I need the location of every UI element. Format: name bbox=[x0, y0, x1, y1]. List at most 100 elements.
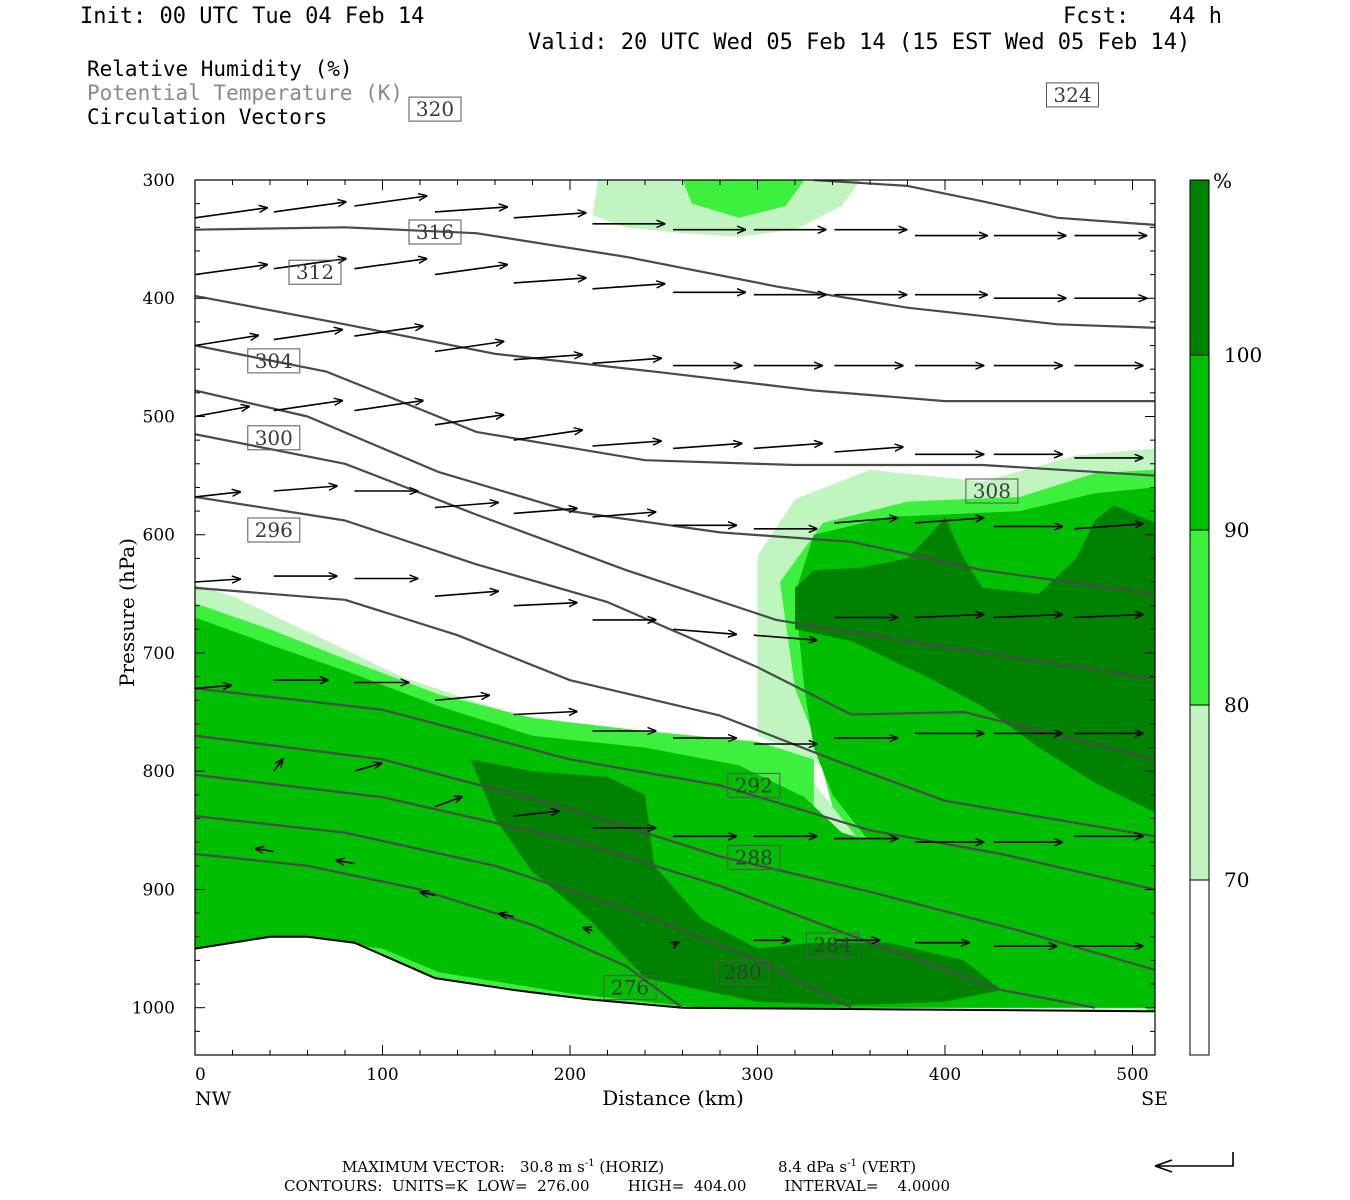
circulation-vector bbox=[354, 401, 422, 412]
circulation-vector bbox=[354, 196, 426, 207]
colorbar-swatch bbox=[1189, 879, 1210, 1056]
circulation-vector bbox=[195, 685, 231, 688]
circulation-vector bbox=[673, 942, 678, 945]
max-vector-vert: 8.4 dPa s-1 (VERT) bbox=[778, 1158, 916, 1176]
isentrope-label: 276 bbox=[611, 976, 649, 1000]
vert-exponent: -1 bbox=[847, 1158, 857, 1169]
circulation-vector bbox=[513, 811, 559, 817]
circulation-vector bbox=[592, 358, 661, 365]
circulation-vector bbox=[673, 443, 741, 450]
y-tick-label: 700 bbox=[143, 644, 175, 664]
circulation-vector bbox=[513, 213, 586, 219]
circulation-vector bbox=[753, 634, 817, 640]
circulation-vector bbox=[434, 591, 498, 597]
isentrope-276 bbox=[195, 852, 684, 1009]
circulation-vector bbox=[592, 441, 661, 447]
y-tick-label: 900 bbox=[143, 880, 175, 900]
field-rh: Relative Humidity (%) bbox=[87, 57, 353, 81]
reference-vector-icon bbox=[1154, 1152, 1234, 1173]
circulation-vector bbox=[273, 759, 283, 772]
circulation-vector bbox=[1074, 615, 1142, 618]
circulation-vector bbox=[673, 628, 736, 634]
plot-frame bbox=[194, 179, 1156, 1056]
colorbar-label: 70 bbox=[1224, 868, 1249, 892]
circulation-vector bbox=[273, 202, 346, 213]
circulation-vector bbox=[914, 615, 983, 618]
vert-value: 8.4 dPa s bbox=[778, 1158, 848, 1176]
isentrope-284 bbox=[195, 773, 1096, 1009]
isentrope-label-box bbox=[408, 219, 462, 245]
circulation-vector bbox=[592, 284, 665, 290]
horiz-value: 30.8 m s bbox=[520, 1158, 585, 1176]
circulation-vector bbox=[434, 342, 503, 353]
circulation-vector bbox=[434, 797, 462, 808]
x-tick-label: 500 bbox=[1116, 1065, 1148, 1085]
rh-region-90 bbox=[195, 617, 1155, 1008]
isentrope-288 bbox=[195, 734, 1155, 971]
x-axis-title: Distance (km) bbox=[602, 1086, 744, 1110]
circulation-vector bbox=[499, 914, 514, 917]
isentrope-label-box bbox=[806, 932, 859, 958]
max-vector-label: MAXIMUM VECTOR: bbox=[342, 1158, 505, 1176]
circulation-vector bbox=[513, 603, 577, 606]
field-theta: Potential Temperature (K) bbox=[87, 81, 404, 105]
colorbar-swatch bbox=[1189, 179, 1210, 356]
circulation-vector bbox=[513, 355, 582, 361]
contour-info: CONTOURS: UNITS=K LOW= 276.00 HIGH= 404.… bbox=[284, 1177, 950, 1195]
circulation-vector bbox=[354, 259, 426, 270]
circulation-vector bbox=[834, 518, 897, 524]
isentrope-label-box bbox=[716, 959, 769, 985]
isentrope-280 bbox=[195, 815, 852, 1009]
isentrope-label: 320 bbox=[416, 97, 454, 121]
isentrope-label-box bbox=[247, 517, 301, 543]
isentrope-label-box bbox=[727, 772, 781, 798]
colorbar-unit: % bbox=[1213, 169, 1232, 193]
isentrope-label-box bbox=[408, 96, 462, 122]
isentrope-label: 288 bbox=[735, 846, 773, 870]
circulation-vector bbox=[914, 518, 983, 524]
isentrope-label: 292 bbox=[735, 773, 773, 797]
isentrope-300 bbox=[195, 495, 1155, 761]
colorbar-label: 80 bbox=[1224, 693, 1249, 717]
isentrope-308 bbox=[195, 389, 1155, 595]
y-tick-label: 800 bbox=[143, 762, 175, 782]
colorbar-swatch bbox=[1189, 704, 1210, 881]
forecast-hour: Fcst: 44 h bbox=[1063, 4, 1222, 29]
y-axis-title: Pressure (hPa) bbox=[115, 538, 139, 687]
y-tick-label: 600 bbox=[143, 526, 175, 546]
x-tick-label: 0 bbox=[195, 1065, 206, 1085]
circulation-vector bbox=[354, 326, 422, 337]
isentrope-label-box bbox=[603, 975, 657, 1001]
isentrope-label: 304 bbox=[255, 349, 293, 373]
isentrope-label-box bbox=[965, 478, 1019, 504]
circulation-vector bbox=[513, 430, 582, 441]
circulation-vector bbox=[584, 928, 593, 931]
isentrope-292 bbox=[195, 687, 1155, 891]
isentrope-label: 316 bbox=[416, 220, 454, 244]
isentrope-label: 308 bbox=[973, 479, 1011, 503]
circulation-vector bbox=[195, 336, 258, 347]
x-tick-label: 400 bbox=[929, 1065, 961, 1085]
circulation-vector bbox=[421, 892, 436, 895]
circulation-vector bbox=[195, 265, 267, 276]
colorbar-swatch bbox=[1189, 354, 1210, 531]
x-tick-label: 300 bbox=[741, 1065, 773, 1085]
isentrope-label-box bbox=[247, 348, 301, 374]
circulation-vector bbox=[513, 278, 586, 284]
circulation-vector bbox=[513, 712, 577, 715]
circulation-vector bbox=[195, 492, 240, 498]
circulation-vector bbox=[273, 401, 342, 412]
isentrope-label: 312 bbox=[296, 260, 334, 284]
isentrope-label-box bbox=[288, 259, 342, 285]
circulation-vector bbox=[834, 447, 902, 453]
isentrope-label-box bbox=[727, 845, 781, 870]
x-tick-label: 200 bbox=[554, 1065, 586, 1085]
isentrope-312 bbox=[195, 344, 1155, 477]
isentrope-label: 324 bbox=[1053, 83, 1091, 107]
circulation-vector bbox=[434, 207, 507, 213]
isentrope-320 bbox=[195, 226, 1155, 329]
horiz-exponent: -1 bbox=[584, 1158, 595, 1169]
field-vectors: Circulation Vectors bbox=[87, 105, 328, 129]
isentrope-label-box bbox=[1046, 82, 1099, 108]
